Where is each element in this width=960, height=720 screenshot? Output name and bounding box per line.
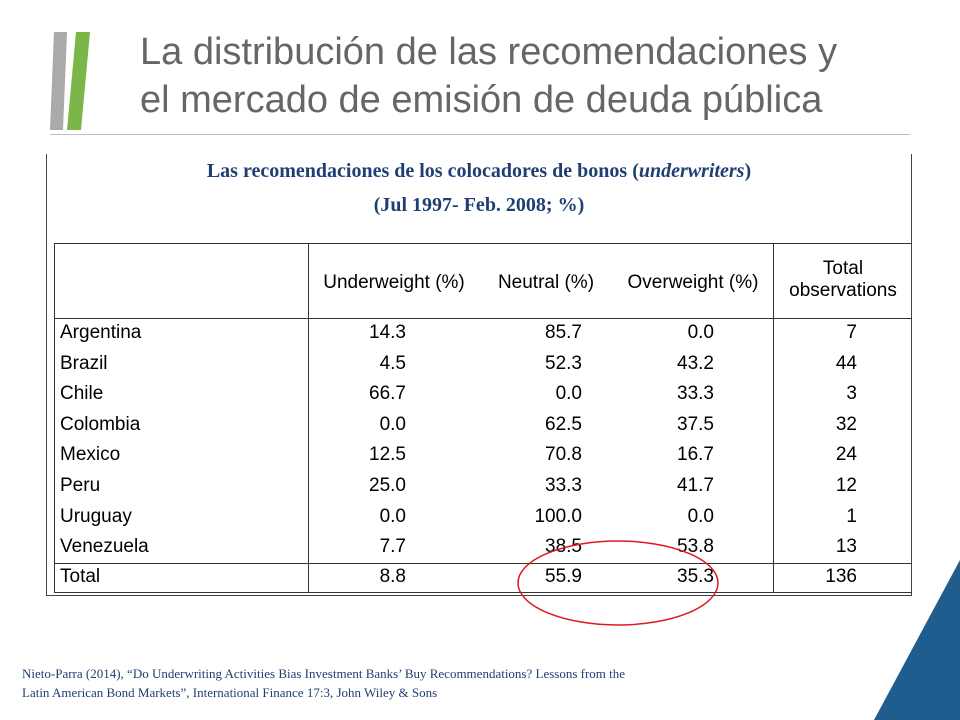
- row-country: Mexico: [60, 444, 121, 466]
- row-observations: 1: [846, 505, 857, 527]
- row-neutral: 62.5: [545, 413, 582, 435]
- row-underweight: 66.7: [369, 383, 406, 405]
- row-overweight: 33.3: [677, 383, 714, 405]
- row-neutral: 85.7: [545, 322, 582, 343]
- table-rule-country: [308, 243, 309, 593]
- row-overweight: 43.2: [677, 352, 714, 374]
- row-observations: 12: [835, 475, 857, 496]
- row-country: Colombia: [60, 413, 141, 435]
- row-observations: 24: [835, 444, 857, 466]
- row-overweight: 16.7: [677, 444, 714, 466]
- row-overweight: 0.0: [687, 322, 714, 343]
- row-overweight: 41.7: [677, 475, 714, 496]
- row-country: Brazil: [60, 352, 108, 374]
- row-observations: 44: [835, 352, 857, 374]
- slide-title-line1: La distribución de las recomendaciones y: [140, 31, 838, 73]
- source-line2: Latin American Bond Markets”, Internatio…: [22, 685, 438, 700]
- table-caption: Las recomendaciones de los colocadores d…: [46, 154, 912, 222]
- row-neutral: 100.0: [534, 505, 582, 527]
- row-country: Argentina: [60, 322, 142, 343]
- table-rule-left: [54, 243, 55, 593]
- header-total: Total observations: [773, 258, 913, 302]
- row-country: Peru: [60, 475, 101, 496]
- header-neutral: Neutral (%): [497, 272, 595, 293]
- row-underweight: 12.5: [369, 444, 406, 466]
- row-overweight: 0.0: [687, 505, 714, 527]
- table-frame: [46, 154, 912, 596]
- row-neutral: 33.3: [545, 475, 582, 496]
- row-country: Uruguay: [60, 505, 132, 527]
- table-rule-header: [54, 318, 912, 319]
- row-underweight: 7.7: [379, 536, 406, 558]
- source-line1: Nieto-Parra (2014), “Do Underwriting Act…: [22, 666, 626, 681]
- table-rule-total: [54, 563, 912, 564]
- total-row-label: Total: [60, 566, 101, 587]
- table-rule-top: [54, 243, 912, 244]
- slide-title: La distribución de las recomendaciones y…: [140, 28, 940, 124]
- total-row-neutral: 55.9: [545, 566, 582, 587]
- row-country: Chile: [60, 383, 104, 405]
- row-underweight: 25.0: [369, 475, 406, 496]
- oecd-logo-icon: [50, 32, 90, 130]
- row-underweight: 14.3: [369, 322, 406, 343]
- table-rule-totalcol: [773, 243, 774, 593]
- row-observations: 13: [835, 536, 857, 558]
- slide-title-line2: el mercado de emisión de deuda pública: [140, 79, 823, 121]
- header-overweight: Overweight (%): [627, 272, 759, 293]
- total-row-overweight: 35.3: [677, 566, 714, 587]
- row-observations: 7: [846, 322, 857, 343]
- row-underweight: 4.5: [379, 352, 406, 374]
- row-observations: 32: [835, 413, 857, 435]
- row-neutral: 38.5: [545, 536, 582, 558]
- row-neutral: 70.8: [545, 444, 582, 466]
- header-total-line2: observations: [789, 280, 897, 301]
- row-country: Venezuela: [60, 536, 149, 558]
- row-neutral: 0.0: [555, 383, 582, 405]
- row-underweight: 0.0: [379, 505, 406, 527]
- table-rule-bottom: [54, 592, 912, 593]
- table-caption-emphasis: underwriters: [638, 160, 745, 182]
- table-caption-line2: (Jul 1997- Feb. 2008; %): [373, 194, 585, 216]
- header-underweight: Underweight (%): [323, 272, 465, 293]
- total-row-underweight: 8.8: [379, 566, 406, 587]
- row-underweight: 0.0: [379, 413, 406, 435]
- title-divider: [50, 134, 910, 135]
- source-citation: Nieto-Parra (2014), “Do Underwriting Act…: [22, 664, 852, 702]
- row-overweight: 37.5: [677, 413, 714, 435]
- row-neutral: 52.3: [545, 352, 582, 374]
- table-caption-line1: Las recomendaciones de los colocadores d…: [206, 160, 752, 182]
- total-row-observations: 136: [825, 566, 857, 587]
- row-observations: 3: [846, 383, 857, 405]
- header-total-line1: Total: [822, 258, 864, 279]
- row-overweight: 53.8: [677, 536, 714, 558]
